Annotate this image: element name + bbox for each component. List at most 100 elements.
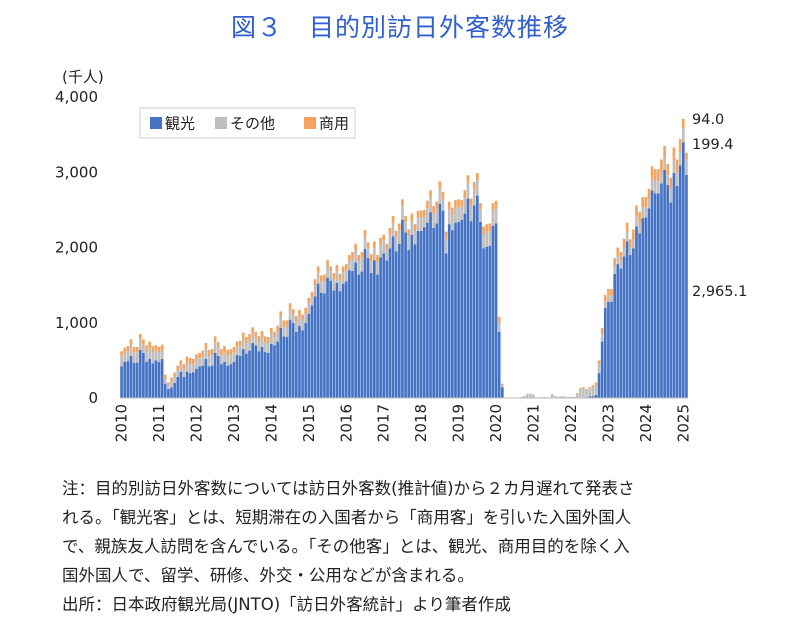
bar-segment — [454, 200, 457, 208]
bar-segment — [151, 363, 155, 398]
bar-segment — [638, 233, 641, 398]
bar-segment — [385, 249, 389, 261]
bar-segment — [319, 292, 323, 398]
bar-segment — [238, 355, 242, 398]
bar-segment — [145, 361, 148, 398]
bar-segment — [291, 314, 295, 323]
bar-segment — [454, 207, 457, 223]
bar-segment — [429, 212, 432, 398]
x-tick-label: 2022 — [562, 404, 580, 442]
bar-segment — [429, 190, 432, 198]
bar-segment — [369, 273, 373, 398]
bar-segment — [678, 151, 682, 166]
bar-segment — [469, 206, 473, 222]
bar-segment — [160, 350, 164, 359]
bar-segment — [319, 275, 323, 282]
bar-segment — [157, 346, 161, 353]
bar-segment — [148, 341, 151, 349]
bar-segment — [653, 193, 657, 398]
bar-segment — [607, 288, 610, 296]
bar-segment — [307, 313, 311, 398]
bar-segment — [326, 277, 329, 398]
bar-segment — [500, 383, 504, 386]
bar-segment — [226, 355, 230, 366]
bar-segment — [257, 341, 261, 352]
bar-segment — [319, 281, 323, 293]
bar-segment — [357, 274, 361, 398]
bar-segment — [298, 309, 301, 316]
bar-segment — [557, 396, 560, 398]
bar-segment — [310, 305, 314, 398]
bar-segment — [616, 264, 620, 398]
bar-segment — [619, 252, 623, 261]
bar-segment — [210, 355, 214, 366]
bar-segment — [619, 260, 623, 269]
bar-segment — [479, 203, 482, 210]
bar-segment — [376, 274, 379, 398]
bar-segment — [588, 396, 592, 398]
bar-segment — [488, 223, 492, 231]
bar-segment — [457, 221, 460, 398]
bar-segment — [685, 152, 688, 160]
bar-segment — [628, 239, 632, 248]
bar-segment — [638, 212, 641, 223]
bar-segment — [198, 352, 201, 359]
bar-segment — [379, 237, 382, 245]
bar-segment — [357, 261, 361, 275]
bar-segment — [466, 175, 470, 183]
bar-segment — [238, 340, 242, 347]
bar-segment — [491, 203, 495, 211]
x-tick-label: 2018 — [412, 404, 430, 442]
x-tick-label: 2015 — [300, 404, 318, 442]
bar-segment — [635, 215, 638, 227]
bar-segment — [669, 177, 673, 190]
bar-segment — [248, 340, 251, 351]
bar-segment — [426, 200, 429, 209]
bar-segment — [185, 356, 189, 363]
bar-segment — [597, 373, 601, 398]
bar-segment — [132, 346, 136, 353]
bar-segment — [173, 372, 176, 377]
bar-segment — [647, 208, 651, 398]
bar-segment — [685, 159, 688, 175]
bar-segment — [451, 230, 454, 398]
bar-segment — [142, 344, 145, 353]
bar-segment — [260, 346, 264, 398]
bar-segment — [388, 248, 392, 398]
bar-segment — [313, 279, 317, 286]
bar-segment — [263, 336, 267, 343]
bar-segment — [323, 274, 326, 282]
bar-segment — [388, 227, 392, 235]
bar-segment — [460, 206, 464, 220]
bar-segment — [635, 205, 638, 216]
bar-segment — [126, 346, 130, 352]
bar-segment — [441, 191, 445, 199]
bar-segment — [245, 343, 248, 354]
bar-segment — [632, 239, 635, 249]
bar-segment — [313, 285, 317, 297]
bar-segment — [625, 241, 629, 398]
bar-value-label: 2,965.1 — [692, 284, 747, 300]
bar-segment — [385, 260, 389, 398]
bar-segment — [497, 331, 501, 398]
bar-segment — [644, 217, 648, 398]
bar-segment — [332, 279, 336, 291]
bar-segment — [148, 358, 151, 398]
bar-segment — [145, 345, 148, 352]
bar-segment — [585, 389, 588, 398]
bar-segment — [460, 219, 464, 398]
bar-segment — [266, 337, 270, 344]
bar-segment — [575, 393, 579, 398]
bar-segment — [254, 331, 258, 338]
bar-segment — [135, 362, 139, 398]
bar-segment — [622, 238, 626, 248]
bar-segment — [176, 370, 180, 377]
bar-segment — [126, 361, 130, 398]
bar-segment — [288, 309, 292, 320]
bar-segment — [644, 197, 648, 207]
bar-segment — [591, 387, 595, 397]
bar-segment — [316, 283, 320, 398]
bar-segment — [210, 365, 214, 398]
bar-segment — [447, 224, 451, 398]
bar-segment — [394, 251, 398, 398]
